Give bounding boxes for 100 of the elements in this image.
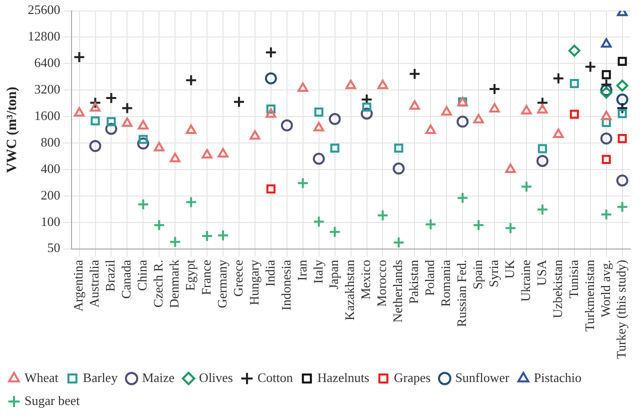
- x-tick-label: Netherlands: [390, 260, 406, 323]
- point: [360, 108, 373, 120]
- point: [105, 92, 118, 104]
- x-tick-label: Greece: [230, 260, 246, 297]
- point: [424, 218, 437, 230]
- point: [298, 82, 308, 92]
- point: [536, 154, 548, 167]
- point: [456, 116, 469, 128]
- point: [505, 163, 516, 173]
- point: [601, 110, 612, 120]
- point: [618, 109, 627, 118]
- x-tick-label: France: [198, 260, 214, 296]
- point: [185, 196, 198, 208]
- point: [376, 209, 389, 222]
- point: [552, 72, 564, 84]
- y-tick-label: 400: [40, 160, 60, 176]
- point: [392, 236, 405, 248]
- x-tick-label: Egypt: [182, 259, 198, 291]
- point: [89, 140, 102, 152]
- x-tick-label: Ukraine: [518, 260, 533, 302]
- x-tick-label: Brazil: [102, 259, 118, 292]
- point: [456, 192, 469, 204]
- point: [618, 56, 627, 66]
- point: [312, 152, 325, 165]
- point: [330, 144, 340, 153]
- point: [537, 104, 548, 114]
- point: [601, 38, 612, 48]
- point: [362, 102, 372, 112]
- legend-label: Grapes: [394, 370, 431, 385]
- point: [488, 82, 501, 95]
- point: [568, 44, 580, 57]
- x-tick-label: World avg.: [598, 260, 613, 318]
- point: [266, 184, 276, 194]
- point: [280, 119, 293, 132]
- x-tick-label: USA: [534, 259, 549, 286]
- point: [217, 229, 230, 242]
- point: [441, 106, 452, 116]
- point: [74, 107, 85, 117]
- point: [89, 96, 102, 109]
- point: [201, 230, 214, 242]
- point: [266, 108, 276, 118]
- point: [138, 120, 148, 130]
- point: [202, 148, 212, 158]
- point: [377, 80, 388, 90]
- point: [618, 134, 627, 144]
- point: [218, 148, 228, 158]
- legend-label: Sunflower: [455, 370, 510, 385]
- point: [538, 144, 547, 154]
- y-tick-label: 800: [40, 134, 60, 150]
- point: [600, 208, 612, 220]
- point: [154, 142, 164, 152]
- x-tick-label: Spain: [470, 259, 485, 290]
- x-tick-label: Romania: [438, 260, 454, 307]
- point: [345, 80, 356, 90]
- point: [264, 72, 277, 84]
- point: [425, 124, 436, 134]
- point: [266, 104, 276, 114]
- point: [264, 46, 277, 58]
- point: [122, 117, 133, 127]
- y-tick-label: 50: [47, 240, 60, 256]
- y-tick-label: 12800: [28, 28, 60, 44]
- x-tick-label: Turkmenistan: [582, 259, 597, 332]
- point: [312, 216, 325, 228]
- point: [616, 94, 628, 106]
- point: [392, 162, 405, 175]
- point: [570, 79, 579, 88]
- x-tick-label: Japan: [326, 259, 342, 290]
- point: [489, 103, 500, 113]
- x-tick-label: Pakistan: [406, 259, 422, 304]
- legend-label: Olives: [199, 370, 234, 385]
- point: [570, 110, 579, 119]
- point: [137, 198, 150, 210]
- point: [600, 132, 612, 145]
- point: [600, 78, 612, 91]
- x-tick-label: Turkey (this study): [614, 260, 629, 360]
- y-tick-label: 200: [40, 187, 60, 202]
- point: [553, 128, 564, 138]
- x-tick-label: Argentina: [70, 260, 86, 312]
- point: [473, 114, 484, 124]
- x-tick-label: Czech R.: [150, 260, 166, 308]
- legend-label: Pistachio: [534, 370, 582, 385]
- legend-label: Barley: [82, 370, 118, 385]
- point: [616, 200, 628, 213]
- point: [616, 102, 628, 114]
- y-tick-label: 100: [40, 214, 60, 229]
- point: [536, 204, 548, 216]
- point: [409, 100, 420, 110]
- x-tick-label: Syria: [486, 260, 501, 288]
- legend-label: Cotton: [257, 370, 294, 385]
- point: [185, 74, 198, 86]
- point: [616, 80, 628, 92]
- y-tick-label: 3200: [34, 82, 60, 97]
- point: [520, 180, 532, 193]
- point: [602, 118, 611, 128]
- point: [328, 113, 341, 126]
- x-tick-label: Tunisia: [566, 260, 581, 298]
- point: [600, 86, 612, 99]
- y-tick-label: 25600: [28, 2, 60, 18]
- point: [521, 105, 532, 115]
- point: [186, 124, 196, 134]
